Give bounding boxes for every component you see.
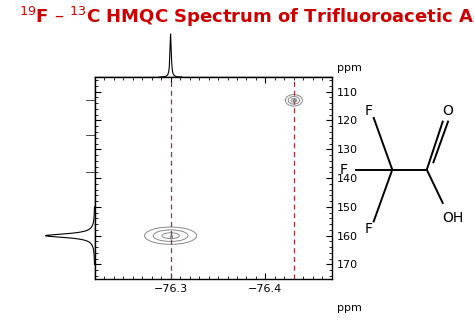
Text: O: O <box>443 103 454 118</box>
Text: $^{19}$F – $^{13}$C HMQC Spectrum of Trifluoroacetic Acid: $^{19}$F – $^{13}$C HMQC Spectrum of Tri… <box>19 5 474 29</box>
Text: ppm: ppm <box>337 303 361 313</box>
Text: F: F <box>365 103 373 118</box>
Text: F: F <box>339 163 347 177</box>
Text: OH: OH <box>443 211 464 225</box>
Text: ppm: ppm <box>337 63 361 73</box>
Text: F: F <box>365 222 373 236</box>
